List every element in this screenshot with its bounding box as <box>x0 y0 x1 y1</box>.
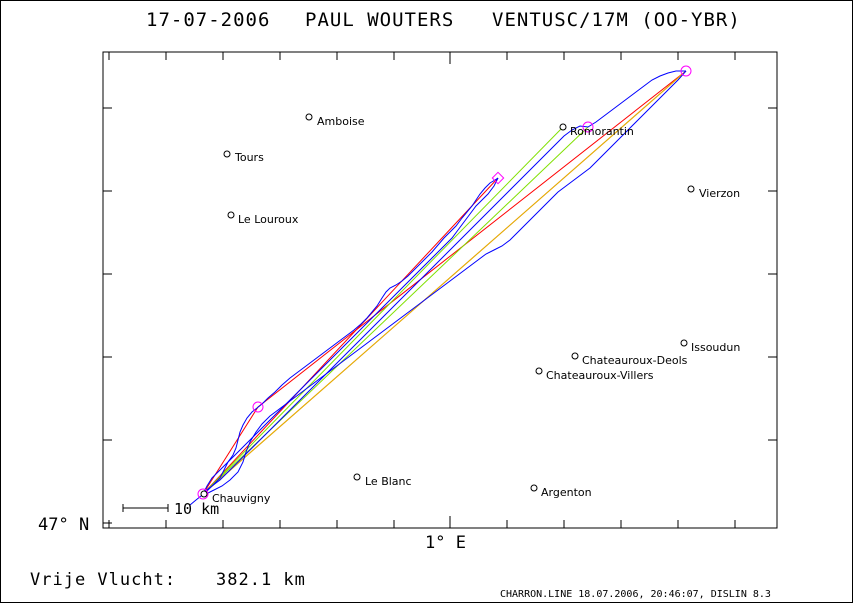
turnpoint-marker-2 <box>582 121 594 133</box>
task-leg-green-1 <box>202 126 564 495</box>
town-issoudun: Issoudun <box>680 339 740 354</box>
scale-bar: 10 km <box>122 500 219 518</box>
turnpoint-marker-1 <box>252 401 264 413</box>
town-label: Le Louroux <box>238 213 299 226</box>
track-segment-4 <box>205 70 687 495</box>
town-le-louroux: Le Louroux <box>227 211 299 226</box>
town-label: Chateauroux-Villers <box>546 369 654 382</box>
latitude-label: 47° N <box>38 515 89 535</box>
axis-ticks <box>103 52 777 528</box>
town-label: Tours <box>234 151 264 164</box>
town-amboise: Amboise <box>305 113 365 128</box>
town-tours: Tours <box>223 150 264 164</box>
longitude-label: 1° E <box>425 533 466 553</box>
town-vierzon: Vierzon <box>687 185 740 200</box>
turnpoint-marker-3 <box>680 65 692 77</box>
pilot-name: PAUL WOUTERS <box>305 9 454 31</box>
footer-text: CHARRON.LINE 18.07.2006, 20:46:07, DISLI… <box>500 589 771 600</box>
distance-value: 382.1 km <box>216 570 306 590</box>
town-romorantin: Romorantin <box>559 123 634 138</box>
glider-type: VENTUSC/17M (OO-YBR) <box>492 9 741 31</box>
scale-bar-label: 10 km <box>174 500 219 518</box>
town-label: Le Blanc <box>365 475 412 488</box>
distance-label: Vrije Vlucht: <box>30 570 176 590</box>
turnpoints <box>197 65 692 500</box>
town-chateauroux-villers: Chateauroux-Villers <box>535 367 654 382</box>
town-label: Chateauroux-Deols <box>582 354 688 367</box>
town-chauvigny: Chauvigny <box>200 490 271 505</box>
plot-area <box>102 51 778 529</box>
flight-track <box>189 70 687 506</box>
town-le-blanc: Le Blanc <box>353 473 412 488</box>
start-turnpoint-marker <box>197 488 209 500</box>
town-label: Amboise <box>317 115 365 128</box>
town-label: Romorantin <box>570 125 634 138</box>
task-leg-yellow <box>202 70 687 495</box>
town-label: Argenton <box>541 486 592 499</box>
flight-date: 17-07-2006 <box>146 9 270 31</box>
turnpoint-marker-4 <box>491 171 505 185</box>
track-segment-2 <box>203 177 499 493</box>
towns: Amboise Tours Le Louroux Romorantin Vier… <box>200 113 740 505</box>
town-label: Chauvigny <box>212 492 271 505</box>
town-chateauroux-deols: Chateauroux-Deols <box>571 352 688 367</box>
town-label: Vierzon <box>699 187 740 200</box>
town-label: Issoudun <box>691 341 740 354</box>
track-segment-3 <box>203 70 686 493</box>
town-argenton: Argenton <box>530 484 592 499</box>
track-segment-1 <box>189 177 499 506</box>
